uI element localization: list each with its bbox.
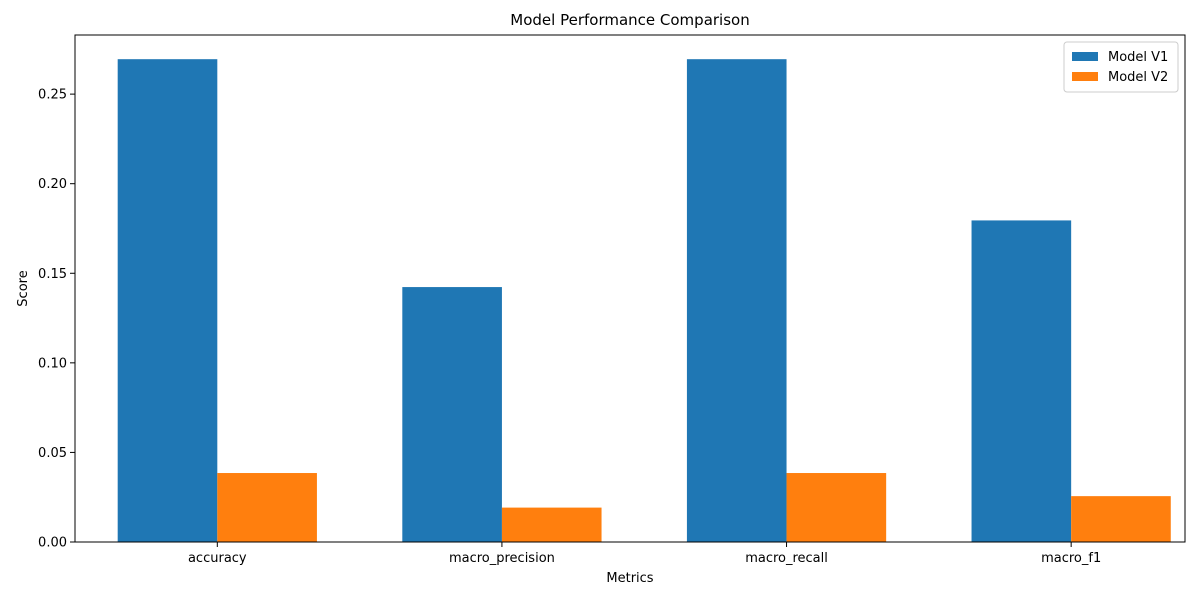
chart-title: Model Performance Comparison	[510, 11, 749, 29]
legend-label-v2: Model V2	[1108, 70, 1168, 85]
y-tick-label: 0.10	[38, 356, 67, 371]
legend: Model V1 Model V2	[1063, 41, 1179, 93]
y-axis-ticks: 0.00 0.05 0.10 0.15 0.20 0.25	[38, 88, 75, 551]
y-tick-label: 0.25	[38, 88, 67, 103]
y-tick-label: 0.05	[38, 446, 67, 461]
x-axis-label: Metrics	[606, 571, 653, 586]
y-tick-label: 0.00	[38, 536, 67, 551]
x-tick-label: macro_precision	[449, 551, 555, 566]
y-tick-label: 0.15	[38, 267, 67, 282]
bars-group	[117, 59, 1171, 543]
legend-swatch-v1	[1072, 52, 1098, 61]
x-tick-label: macro_f1	[1041, 551, 1101, 566]
legend-swatch-v2	[1072, 72, 1098, 81]
bar-v2-macro_f1	[1071, 496, 1171, 542]
bar-v1-macro_precision	[402, 287, 502, 542]
y-tick-label: 0.20	[38, 177, 67, 192]
y-axis-label: Score	[16, 270, 31, 306]
bar-v2-macro_recall	[786, 473, 887, 542]
bar-v1-accuracy	[117, 59, 218, 542]
bar-v1-macro_recall	[686, 59, 787, 542]
bar-v2-accuracy	[217, 473, 317, 542]
bar-v2-macro_precision	[501, 507, 602, 542]
legend-label-v1: Model V1	[1108, 50, 1168, 65]
x-axis-ticks: accuracy macro_precision macro_recall macro…	[188, 542, 1101, 566]
x-tick-label: macro_recall	[745, 551, 828, 566]
x-tick-label: accuracy	[188, 551, 247, 566]
plot-frame	[74, 34, 1186, 543]
bar-v1-macro_f1	[971, 220, 1072, 543]
